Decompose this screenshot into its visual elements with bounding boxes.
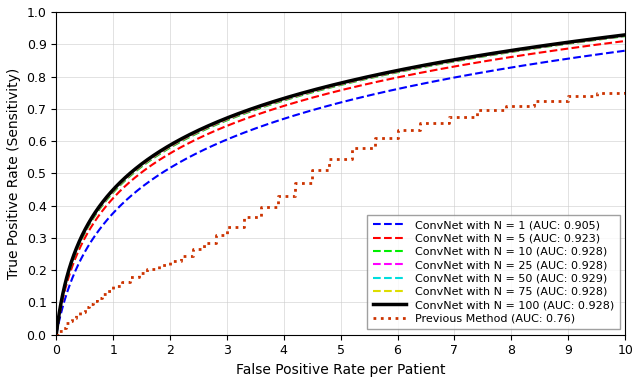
- Previous Method (AUC: 0.76): (2.2, 0.245): 0.76): (2.2, 0.245): [177, 253, 185, 258]
- ConvNet with N = 1 (AUC: 0.905): (10, 0.88): 0.905): (10, 0.88): [621, 48, 629, 53]
- ConvNet with N = 5 (AUC: 0.923): (0, 0): 0.923): (0, 0): [52, 333, 60, 337]
- ConvNet with N = 50 (AUC: 0.929): (0, 0): 0.929): (0, 0): [52, 333, 60, 337]
- ConvNet with N = 1 (AUC: 0.905): (4.6, 0.7): 0.905): (4.6, 0.7): [314, 106, 322, 111]
- ConvNet with N = 75 (AUC: 0.928): (9.71, 0.921): 0.928): (9.71, 0.921): [605, 35, 612, 40]
- Previous Method (AUC: 0.76): (1.15, 0.15): 0.76): (1.15, 0.15): [118, 284, 125, 289]
- ConvNet with N = 1 (AUC: 0.905): (4.86, 0.713): 0.905): (4.86, 0.713): [329, 102, 337, 107]
- Legend: ConvNet with N = 1 (AUC: 0.905), ConvNet with N = 5 (AUC: 0.923), ConvNet with N: ConvNet with N = 1 (AUC: 0.905), ConvNet…: [367, 215, 620, 329]
- Previous Method (AUC: 0.76): (0.9, 0.135): 0.76): (0.9, 0.135): [104, 289, 111, 293]
- ConvNet with N = 5 (AUC: 0.923): (4.86, 0.751): 0.923): (4.86, 0.751): [329, 90, 337, 94]
- ConvNet with N = 25 (AUC: 0.928): (9.71, 0.92): 0.928): (9.71, 0.92): [605, 36, 612, 40]
- Previous Method (AUC: 0.76): (9, 0.725): 0.76): (9, 0.725): [564, 98, 572, 103]
- ConvNet with N = 25 (AUC: 0.928): (9.7, 0.919): 0.928): (9.7, 0.919): [605, 36, 612, 40]
- ConvNet with N = 100 (AUC: 0.928): (4.6, 0.762): 0.928): (4.6, 0.762): [314, 86, 322, 91]
- ConvNet with N = 5 (AUC: 0.923): (10, 0.91): 0.923): (10, 0.91): [621, 39, 629, 43]
- ConvNet with N = 50 (AUC: 0.929): (4.86, 0.772): 0.929): (4.86, 0.772): [329, 83, 337, 88]
- Previous Method (AUC: 0.76): (0, 0): 0.76): (0, 0): [52, 333, 60, 337]
- ConvNet with N = 1 (AUC: 0.905): (9.7, 0.873): 0.905): (9.7, 0.873): [605, 51, 612, 55]
- ConvNet with N = 75 (AUC: 0.928): (4.6, 0.759): 0.928): (4.6, 0.759): [314, 88, 322, 92]
- ConvNet with N = 10 (AUC: 0.928): (0.51, 0.318): 0.928): (0.51, 0.318): [81, 230, 89, 234]
- ConvNet with N = 5 (AUC: 0.923): (7.87, 0.857): 0.923): (7.87, 0.857): [500, 56, 508, 60]
- ConvNet with N = 10 (AUC: 0.928): (9.7, 0.918): 0.928): (9.7, 0.918): [605, 36, 612, 41]
- ConvNet with N = 100 (AUC: 0.928): (7.87, 0.877): 0.928): (7.87, 0.877): [500, 49, 508, 54]
- ConvNet with N = 5 (AUC: 0.923): (9.7, 0.903): 0.923): (9.7, 0.903): [605, 41, 612, 45]
- ConvNet with N = 50 (AUC: 0.929): (0.51, 0.325): 0.929): (0.51, 0.325): [81, 227, 89, 232]
- ConvNet with N = 10 (AUC: 0.928): (7.87, 0.873): 0.928): (7.87, 0.873): [500, 51, 508, 55]
- Line: ConvNet with N = 50 (AUC: 0.929): ConvNet with N = 50 (AUC: 0.929): [56, 35, 625, 335]
- ConvNet with N = 1 (AUC: 0.905): (0.51, 0.259): 0.905): (0.51, 0.259): [81, 249, 89, 253]
- ConvNet with N = 50 (AUC: 0.929): (9.71, 0.922): 0.929): (9.71, 0.922): [605, 35, 612, 40]
- ConvNet with N = 25 (AUC: 0.928): (0.51, 0.322): 0.928): (0.51, 0.322): [81, 228, 89, 233]
- ConvNet with N = 25 (AUC: 0.928): (10, 0.926): 0.928): (10, 0.926): [621, 33, 629, 38]
- ConvNet with N = 75 (AUC: 0.928): (0.51, 0.324): 0.928): (0.51, 0.324): [81, 228, 89, 233]
- Y-axis label: True Positive Rate (Sensitivity): True Positive Rate (Sensitivity): [7, 68, 21, 279]
- ConvNet with N = 10 (AUC: 0.928): (4.86, 0.768): 0.928): (4.86, 0.768): [329, 84, 337, 89]
- ConvNet with N = 75 (AUC: 0.928): (4.86, 0.771): 0.928): (4.86, 0.771): [329, 84, 337, 88]
- ConvNet with N = 50 (AUC: 0.929): (4.6, 0.76): 0.929): (4.6, 0.76): [314, 87, 322, 92]
- ConvNet with N = 1 (AUC: 0.905): (9.71, 0.873): 0.905): (9.71, 0.873): [605, 51, 612, 55]
- ConvNet with N = 5 (AUC: 0.923): (9.71, 0.903): 0.923): (9.71, 0.903): [605, 41, 612, 45]
- Line: ConvNet with N = 1 (AUC: 0.905): ConvNet with N = 1 (AUC: 0.905): [56, 51, 625, 335]
- ConvNet with N = 50 (AUC: 0.929): (7.87, 0.876): 0.929): (7.87, 0.876): [500, 50, 508, 54]
- ConvNet with N = 100 (AUC: 0.928): (0, 0): 0.928): (0, 0): [52, 333, 60, 337]
- ConvNet with N = 75 (AUC: 0.928): (9.7, 0.92): 0.928): (9.7, 0.92): [605, 35, 612, 40]
- Line: ConvNet with N = 75 (AUC: 0.928): ConvNet with N = 75 (AUC: 0.928): [56, 35, 625, 335]
- ConvNet with N = 10 (AUC: 0.928): (4.6, 0.756): 0.928): (4.6, 0.756): [314, 89, 322, 93]
- ConvNet with N = 10 (AUC: 0.928): (10, 0.925): 0.928): (10, 0.925): [621, 34, 629, 38]
- Previous Method (AUC: 0.76): (0.42, 0.072): 0.76): (0.42, 0.072): [76, 309, 84, 314]
- ConvNet with N = 50 (AUC: 0.929): (10, 0.928): 0.929): (10, 0.928): [621, 33, 629, 38]
- Line: ConvNet with N = 10 (AUC: 0.928): ConvNet with N = 10 (AUC: 0.928): [56, 36, 625, 335]
- ConvNet with N = 10 (AUC: 0.928): (9.71, 0.919): 0.928): (9.71, 0.919): [605, 36, 612, 41]
- ConvNet with N = 25 (AUC: 0.928): (0, 0): 0.928): (0, 0): [52, 333, 60, 337]
- ConvNet with N = 100 (AUC: 0.928): (0.51, 0.327): 0.928): (0.51, 0.327): [81, 227, 89, 232]
- Line: ConvNet with N = 5 (AUC: 0.923): ConvNet with N = 5 (AUC: 0.923): [56, 41, 625, 335]
- ConvNet with N = 100 (AUC: 0.928): (4.86, 0.774): 0.928): (4.86, 0.774): [329, 83, 337, 87]
- ConvNet with N = 25 (AUC: 0.928): (7.87, 0.874): 0.928): (7.87, 0.874): [500, 50, 508, 55]
- Line: ConvNet with N = 25 (AUC: 0.928): ConvNet with N = 25 (AUC: 0.928): [56, 36, 625, 335]
- ConvNet with N = 1 (AUC: 0.905): (7.87, 0.824): 0.905): (7.87, 0.824): [500, 66, 508, 71]
- ConvNet with N = 5 (AUC: 0.923): (4.6, 0.739): 0.923): (4.6, 0.739): [314, 94, 322, 99]
- Previous Method (AUC: 0.76): (10, 0.76): 0.76): (10, 0.76): [621, 87, 629, 92]
- ConvNet with N = 25 (AUC: 0.928): (4.6, 0.758): 0.928): (4.6, 0.758): [314, 88, 322, 93]
- ConvNet with N = 1 (AUC: 0.905): (0, 0): 0.905): (0, 0): [52, 333, 60, 337]
- ConvNet with N = 75 (AUC: 0.928): (7.87, 0.875): 0.928): (7.87, 0.875): [500, 50, 508, 55]
- ConvNet with N = 100 (AUC: 0.928): (9.7, 0.923): 0.928): (9.7, 0.923): [605, 35, 612, 39]
- Previous Method (AUC: 0.76): (0.9, 0.125): 0.76): (0.9, 0.125): [104, 292, 111, 297]
- ConvNet with N = 50 (AUC: 0.929): (9.7, 0.921): 0.929): (9.7, 0.921): [605, 35, 612, 40]
- ConvNet with N = 75 (AUC: 0.928): (0, 0): 0.928): (0, 0): [52, 333, 60, 337]
- ConvNet with N = 10 (AUC: 0.928): (0, 0): 0.928): (0, 0): [52, 333, 60, 337]
- ConvNet with N = 100 (AUC: 0.928): (10, 0.929): 0.928): (10, 0.929): [621, 33, 629, 37]
- Line: Previous Method (AUC: 0.76): Previous Method (AUC: 0.76): [56, 89, 625, 335]
- ConvNet with N = 25 (AUC: 0.928): (4.86, 0.77): 0.928): (4.86, 0.77): [329, 84, 337, 89]
- ConvNet with N = 75 (AUC: 0.928): (10, 0.927): 0.928): (10, 0.927): [621, 33, 629, 38]
- Line: ConvNet with N = 100 (AUC: 0.928): ConvNet with N = 100 (AUC: 0.928): [56, 35, 625, 335]
- ConvNet with N = 100 (AUC: 0.928): (9.71, 0.923): 0.928): (9.71, 0.923): [605, 35, 612, 39]
- X-axis label: False Positive Rate per Patient: False Positive Rate per Patient: [236, 363, 445, 377]
- ConvNet with N = 5 (AUC: 0.923): (0.51, 0.302): 0.923): (0.51, 0.302): [81, 235, 89, 240]
